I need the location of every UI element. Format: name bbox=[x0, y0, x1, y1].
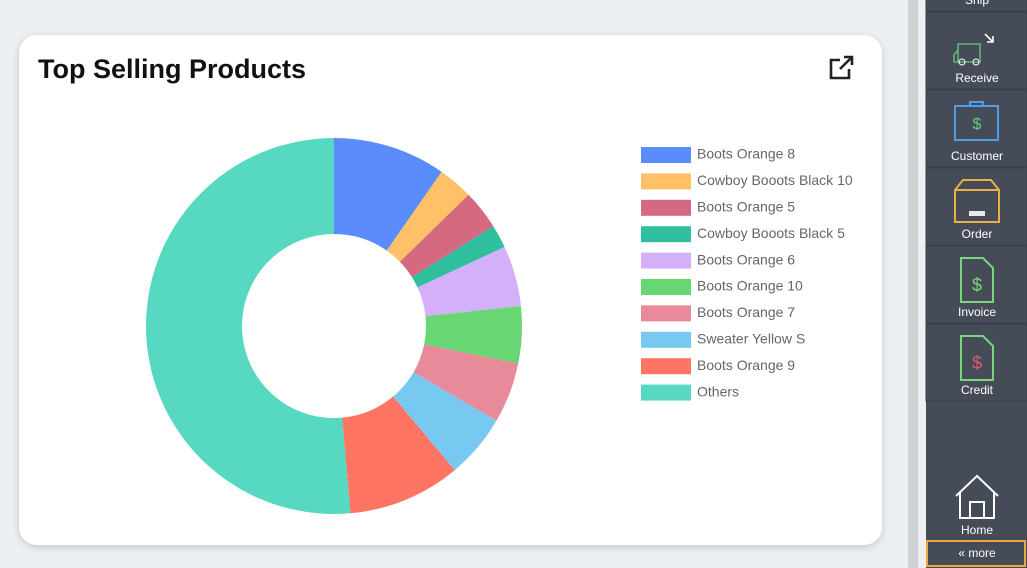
icon: $ bbox=[954, 101, 999, 141]
legend-swatch bbox=[641, 331, 691, 348]
legend-swatch bbox=[641, 384, 691, 401]
open-external[interactable] bbox=[829, 55, 854, 80]
donut-segment bbox=[342, 396, 455, 514]
donut-segment bbox=[393, 372, 497, 471]
sidebar-button[interactable] bbox=[925, 0, 1027, 12]
sidebar-label: Invoice bbox=[958, 305, 996, 319]
donut-segment bbox=[417, 247, 521, 317]
home-icon[interactable] bbox=[955, 474, 999, 519]
sidebar-label: Credit bbox=[961, 383, 994, 397]
legend-label: Sweater Yellow S bbox=[697, 331, 805, 347]
sidebar-button[interactable] bbox=[925, 11, 1027, 90]
legend-swatch bbox=[641, 252, 691, 269]
icon: $ bbox=[960, 257, 994, 303]
legend-swatch bbox=[641, 147, 691, 163]
legend-label: Boots Orange 6 bbox=[697, 251, 795, 267]
legend-swatch bbox=[641, 305, 691, 322]
donut-segment bbox=[411, 226, 505, 288]
sidebar-label: Customer bbox=[951, 149, 1003, 163]
legend-swatch bbox=[641, 226, 691, 243]
icon bbox=[953, 33, 994, 66]
donut-segment bbox=[413, 344, 519, 421]
donut-segment bbox=[424, 305, 522, 364]
donut-segment bbox=[399, 194, 494, 278]
more-button[interactable] bbox=[926, 540, 1026, 567]
svg-text:$: $ bbox=[972, 275, 982, 295]
sidebar-label: Receive bbox=[955, 71, 999, 85]
legend-swatch bbox=[641, 173, 691, 190]
icon bbox=[954, 179, 1000, 223]
donut-chart: Boots Orange 8 Cowboy Booots Black 10 Boot… bbox=[146, 138, 853, 514]
legend-swatch bbox=[641, 199, 691, 216]
legend-label: Boots Orange 8 bbox=[697, 146, 795, 162]
legend-label: Cowboy Booots Black 10 bbox=[697, 172, 853, 188]
legend-label: Boots Orange 10 bbox=[697, 278, 803, 294]
legend-label: Boots Orange 7 bbox=[697, 304, 795, 320]
sidebar-label: Ship bbox=[965, 0, 989, 7]
donut-segment bbox=[334, 138, 442, 251]
scrollbar[interactable] bbox=[908, 0, 918, 568]
more-label[interactable]: « more bbox=[958, 546, 996, 560]
sidebar-items: Ship Receive $ Customer Order $ Invoice $ Credit… bbox=[925, 0, 1027, 567]
svg-text:$: $ bbox=[973, 116, 982, 133]
donut-segment bbox=[146, 138, 351, 514]
icon: $ bbox=[960, 335, 994, 381]
svg-text:$: $ bbox=[972, 353, 982, 373]
home-label[interactable]: Home bbox=[961, 523, 993, 537]
legend-label: Others bbox=[697, 383, 739, 399]
legend-label: Boots Orange 5 bbox=[697, 199, 795, 215]
legend-swatch bbox=[641, 279, 691, 295]
donut-segment bbox=[386, 171, 469, 262]
legend-label: Boots Orange 9 bbox=[697, 357, 795, 373]
legend-swatch bbox=[641, 358, 691, 375]
sidebar-label: Order bbox=[962, 227, 993, 241]
legend-label: Cowboy Booots Black 5 bbox=[697, 225, 845, 241]
card-title: Top Selling Products bbox=[38, 54, 306, 84]
